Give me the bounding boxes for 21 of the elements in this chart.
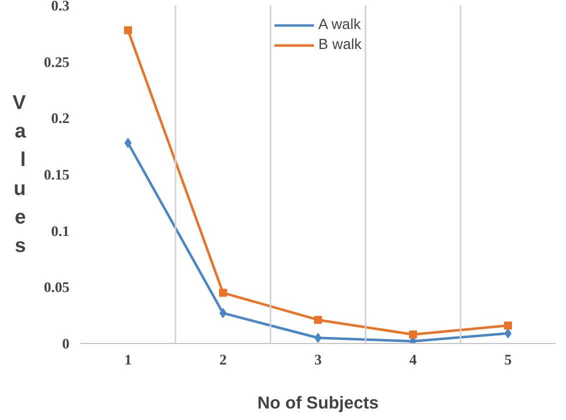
point xyxy=(504,321,512,330)
y-tick-label: 0.25 xyxy=(44,54,70,71)
x-tick-label: 1 xyxy=(124,352,132,368)
y-tick-label: 0 xyxy=(62,336,70,352)
x-tick-label: 3 xyxy=(314,352,322,368)
x-tick-label: 4 xyxy=(409,352,418,368)
y-tick-label: 0.1 xyxy=(51,224,70,240)
point xyxy=(409,330,417,338)
point xyxy=(124,26,132,34)
y-axis-title: Values xyxy=(12,92,27,257)
y-tick-label: 0.2 xyxy=(51,111,70,128)
y-tick-label: 0.15 xyxy=(44,168,70,184)
legend-label: A walk xyxy=(318,17,361,33)
x-tick-label: 5 xyxy=(504,352,512,368)
point xyxy=(219,288,227,297)
x-tick-label: 2 xyxy=(219,352,227,368)
legend-label: B walk xyxy=(318,37,362,53)
x-axis-title: No of Subjects xyxy=(257,392,379,412)
point xyxy=(314,316,322,324)
y-tick-label: 0.3 xyxy=(51,0,70,14)
y-tick-label: 0.05 xyxy=(44,280,70,296)
